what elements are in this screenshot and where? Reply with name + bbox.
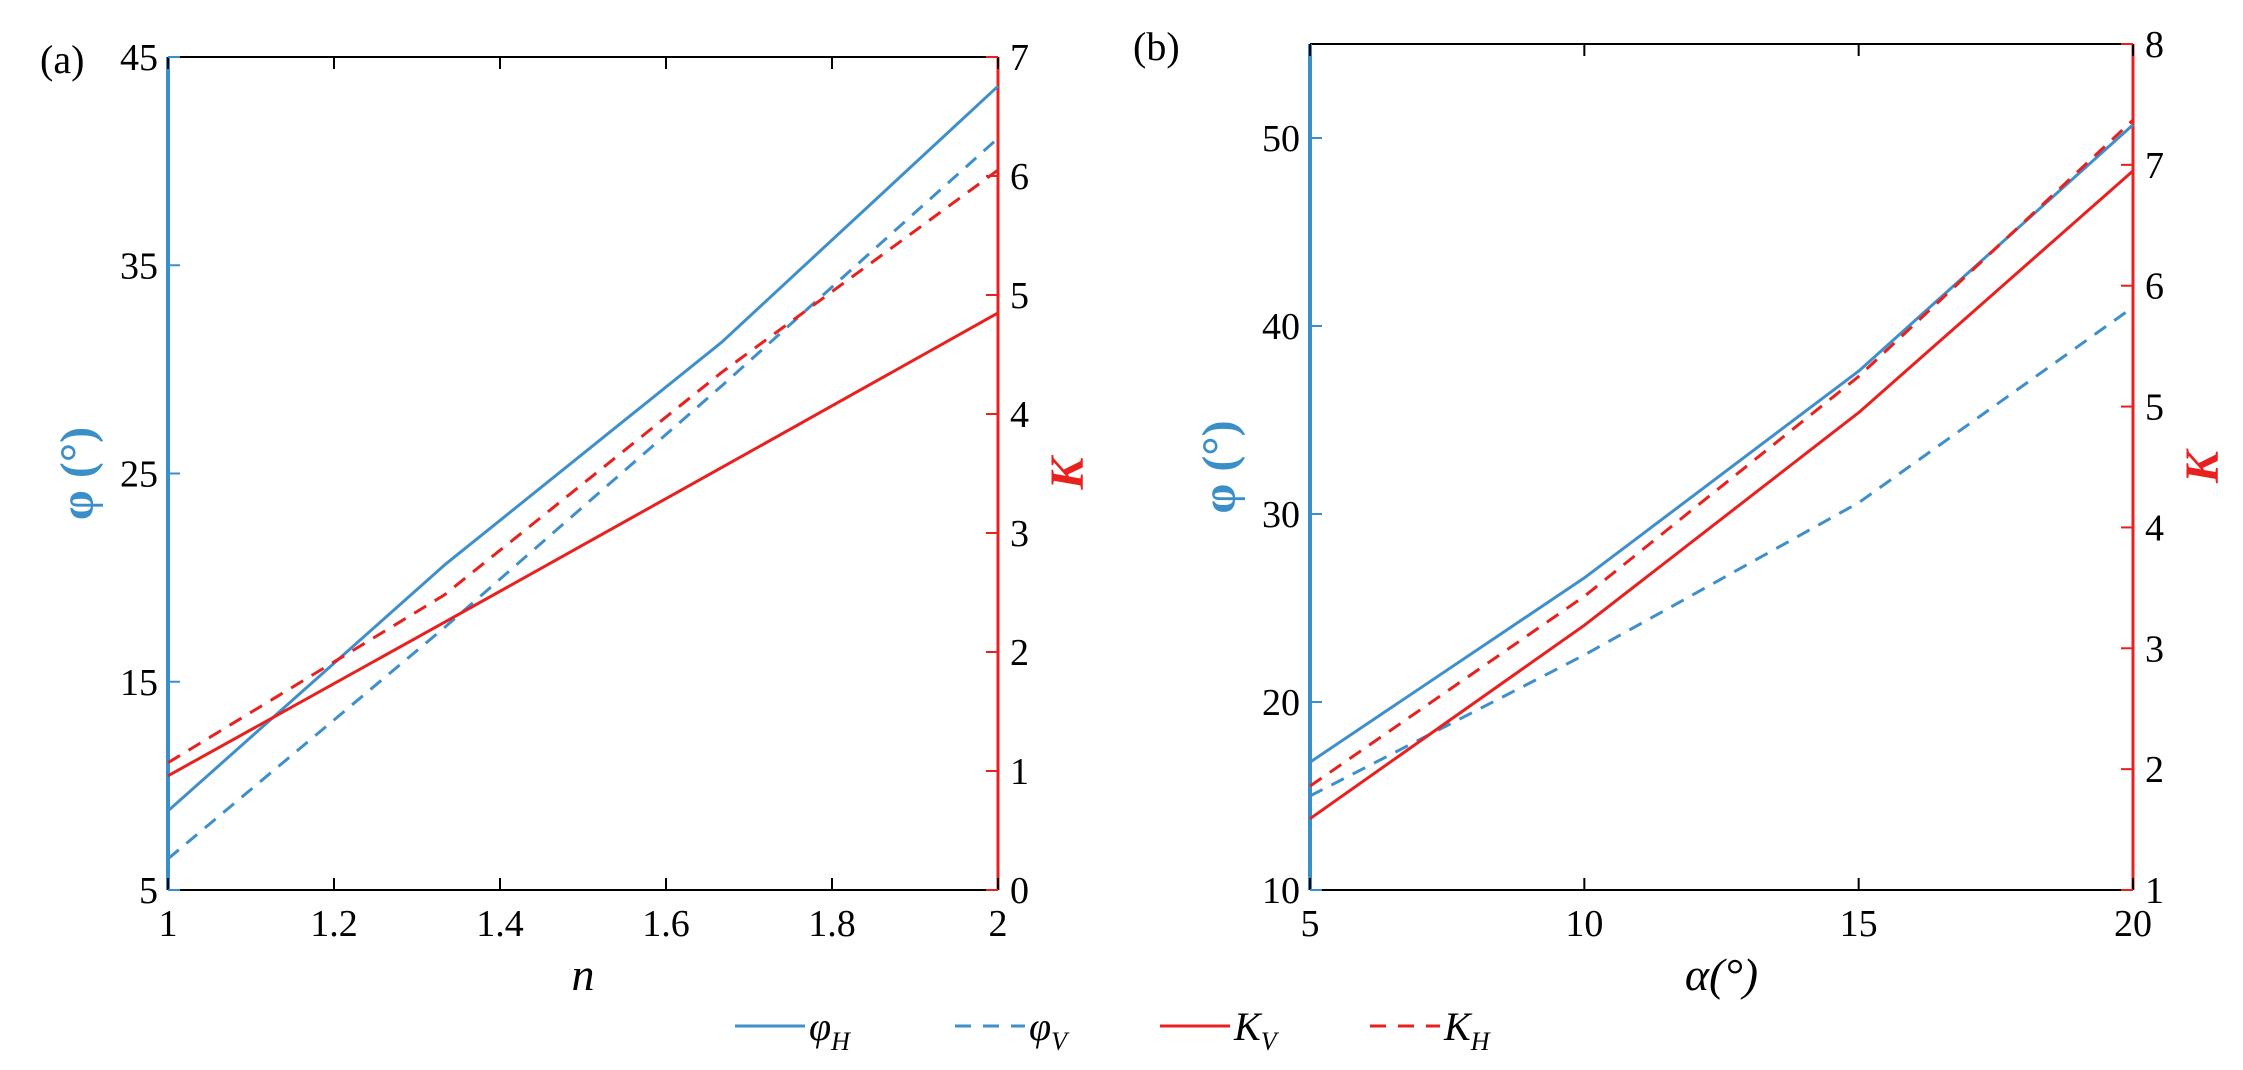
panel-label: (a) bbox=[40, 37, 84, 82]
x-tick-label: 5 bbox=[1301, 903, 1320, 945]
right-y-axis-title: K bbox=[2176, 448, 2229, 484]
x-axis-title: α(°) bbox=[1685, 949, 1758, 1000]
right-y-tick-label: 6 bbox=[2145, 266, 2164, 308]
series-line-k-v bbox=[1309, 169, 2134, 820]
right-y-tick-label: 5 bbox=[2145, 387, 2164, 429]
legend-label-k-v: KV bbox=[1233, 1004, 1280, 1056]
x-axis-title: n bbox=[572, 949, 595, 1000]
legend-label-phi-v: φV bbox=[1029, 1004, 1070, 1056]
left-y-tick-label: 45 bbox=[120, 37, 158, 79]
legend-label-phi-h: φH bbox=[809, 1004, 851, 1056]
series-line-phi-h bbox=[167, 85, 1000, 813]
series-line-k-h bbox=[167, 168, 999, 764]
x-tick-label: 20 bbox=[2114, 903, 2152, 945]
x-tick-label: 2 bbox=[989, 903, 1008, 945]
x-tick-label: 10 bbox=[1565, 903, 1603, 945]
legend-label-k-h: KH bbox=[1443, 1004, 1491, 1056]
left-y-tick-label: 30 bbox=[1262, 494, 1300, 536]
right-y-tick-label: 7 bbox=[2145, 145, 2164, 187]
right-y-tick-label: 4 bbox=[1010, 394, 1029, 436]
right-y-tick-label: 1 bbox=[1010, 751, 1029, 793]
right-y-tick-label: 2 bbox=[2145, 749, 2164, 791]
left-y-tick-label: 10 bbox=[1262, 870, 1300, 912]
x-tick-label: 1 bbox=[159, 903, 178, 945]
x-tick-label: 1.6 bbox=[642, 903, 690, 945]
series-line-k-v bbox=[167, 311, 999, 778]
right-y-tick-label: 0 bbox=[1010, 870, 1029, 912]
series-line-phi-h bbox=[1309, 123, 2135, 764]
x-tick-label: 1.4 bbox=[476, 903, 524, 945]
right-y-tick-label: 5 bbox=[1010, 275, 1029, 317]
right-y-tick-label: 8 bbox=[2145, 24, 2164, 66]
left-y-tick-label: 40 bbox=[1262, 306, 1300, 348]
right-y-tick-label: 1 bbox=[2145, 870, 2164, 912]
right-y-tick-label: 3 bbox=[1010, 513, 1029, 555]
left-y-tick-label: 25 bbox=[120, 454, 158, 496]
left-y-tick-label: 50 bbox=[1262, 118, 1300, 160]
left-y-tick-label: 15 bbox=[120, 662, 158, 704]
right-y-tick-label: 3 bbox=[2145, 628, 2164, 670]
right-y-tick-label: 4 bbox=[2145, 507, 2164, 549]
x-tick-label: 15 bbox=[1840, 903, 1878, 945]
x-tick-label: 1.2 bbox=[310, 903, 358, 945]
left-y-axis-title: φ (°) bbox=[1193, 420, 1246, 513]
panel-label: (b) bbox=[1133, 24, 1180, 69]
right-y-axis-title: K bbox=[1041, 455, 1094, 491]
right-y-tick-label: 6 bbox=[1010, 156, 1029, 198]
left-y-tick-label: 5 bbox=[139, 870, 158, 912]
x-tick-label: 1.8 bbox=[808, 903, 856, 945]
left-y-tick-label: 20 bbox=[1262, 682, 1300, 724]
right-y-tick-label: 7 bbox=[1010, 37, 1029, 79]
right-y-tick-label: 2 bbox=[1010, 632, 1029, 674]
left-y-axis-title: φ (°) bbox=[51, 427, 104, 520]
series-line-phi-v bbox=[1309, 305, 2134, 798]
series-line-phi-v bbox=[167, 137, 1000, 860]
legend: φH φV KV KH bbox=[735, 1004, 1491, 1056]
series-line-k-h bbox=[1309, 119, 2135, 788]
left-y-tick-label: 35 bbox=[120, 245, 158, 287]
